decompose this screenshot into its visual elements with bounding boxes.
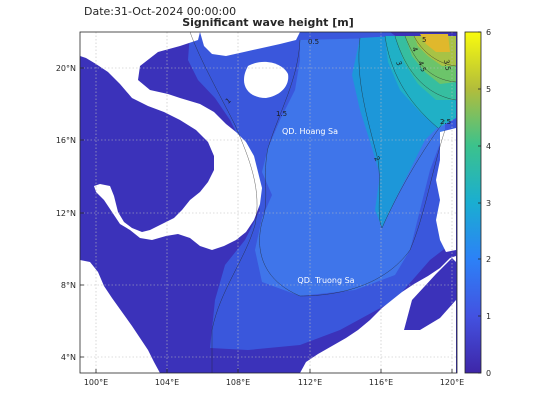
label-hoang-sa: QD. Hoang Sa bbox=[282, 127, 338, 136]
lon-tick: 108°E bbox=[226, 378, 250, 387]
map-ticks bbox=[80, 67, 453, 373]
lon-tick: 116°E bbox=[369, 378, 393, 387]
label-truong-sa: QD. Truong Sa bbox=[297, 276, 354, 285]
colorbar-tick-label: 5 bbox=[486, 85, 491, 94]
sea-sulu-zone bbox=[404, 258, 456, 330]
lat-tick: 20°N bbox=[56, 64, 76, 73]
date-label: Date:31-Oct-2024 00:00:00 bbox=[84, 5, 236, 18]
contour-label-3-5: 3.5 bbox=[442, 59, 452, 71]
lon-tick: 112°E bbox=[298, 378, 322, 387]
lat-tick: 8°N bbox=[61, 281, 76, 290]
contour-label-2: 2 bbox=[372, 155, 381, 163]
land-philippines bbox=[436, 128, 456, 252]
colorbar-ticks bbox=[478, 31, 481, 374]
lon-tick-labels: 100°E 104°E 108°E 112°E 116°E 120°E bbox=[84, 378, 464, 387]
land-south-china bbox=[200, 32, 300, 56]
map-border bbox=[79, 31, 458, 374]
contour-label-2-5: 2.5 bbox=[440, 118, 451, 126]
contour-lines bbox=[189, 32, 457, 373]
sea-5m-zone bbox=[420, 34, 450, 52]
contour-label-3: 3 bbox=[394, 60, 403, 67]
land-hainan bbox=[244, 61, 289, 98]
contour-label-1: 1 bbox=[224, 97, 233, 106]
lat-tick: 16°N bbox=[56, 136, 76, 145]
colorbar-labels: 6 5 4 3 2 1 0 bbox=[486, 28, 491, 378]
contour-label-4-5: 4.5 bbox=[416, 60, 427, 73]
colorbar-tick-label: 3 bbox=[486, 199, 491, 208]
lat-tick: 4°N bbox=[61, 353, 76, 362]
colorbar-tick-label: 0 bbox=[486, 369, 491, 378]
contour-label-0-5: 0.5 bbox=[308, 38, 319, 46]
contour-label-5: 5 bbox=[422, 36, 426, 44]
colorbar-tick-label: 6 bbox=[486, 28, 491, 37]
lon-tick: 100°E bbox=[84, 378, 108, 387]
lat-tick-labels: 20°N 16°N 12°N 8°N 4°N bbox=[56, 64, 76, 362]
colorbar-tick-label: 4 bbox=[486, 142, 491, 151]
land-malay-peninsula bbox=[80, 260, 160, 373]
map-area: 0.5 1 1.5 2 2.5 3 3.5 4 4.5 5 QD. Hoang … bbox=[80, 32, 457, 373]
lat-tick: 12°N bbox=[56, 209, 76, 218]
lon-tick: 104°E bbox=[155, 378, 179, 387]
contour-label-4: 4 bbox=[410, 46, 419, 53]
colorbar-tick-label: 2 bbox=[486, 255, 491, 264]
lon-tick: 120°E bbox=[440, 378, 464, 387]
contour-label-1-5: 1.5 bbox=[276, 110, 287, 118]
colorbar bbox=[464, 31, 482, 374]
colorbar-tick-label: 1 bbox=[486, 312, 491, 321]
graticule bbox=[80, 32, 457, 373]
map-title: Significant wave height [m] bbox=[182, 16, 354, 29]
land-indochina bbox=[80, 32, 262, 250]
